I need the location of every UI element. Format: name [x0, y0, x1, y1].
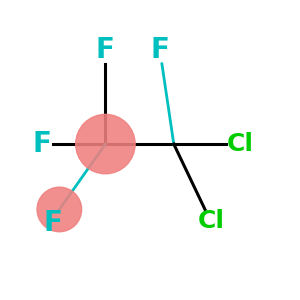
Text: F: F [151, 36, 170, 64]
Circle shape [37, 187, 82, 232]
Text: F: F [32, 130, 51, 158]
Text: Cl: Cl [197, 209, 224, 233]
Circle shape [76, 114, 135, 174]
Text: F: F [44, 209, 63, 237]
Text: F: F [96, 36, 115, 64]
Text: Cl: Cl [227, 132, 254, 156]
